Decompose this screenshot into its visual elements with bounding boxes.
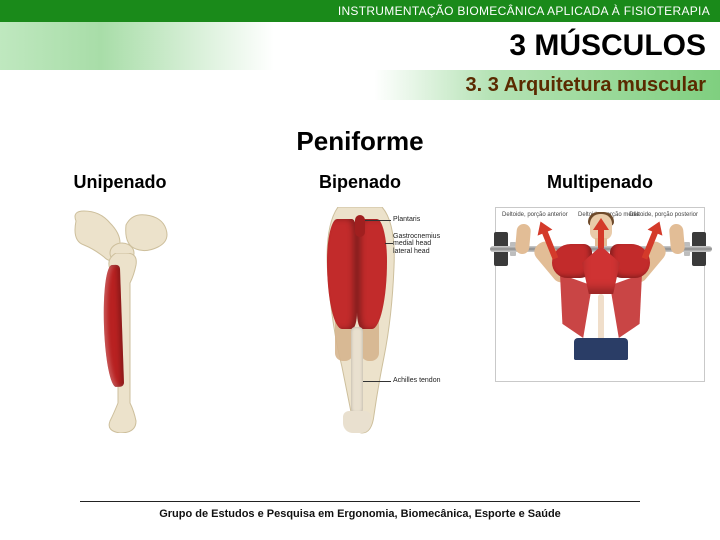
footer: Grupo de Estudos e Pesquisa em Ergonomia… [0, 501, 720, 520]
title-band: 3 MÚSCULOS [0, 22, 720, 70]
arrow-center-icon [588, 218, 614, 248]
col-label-multipenado: Multipenado [481, 172, 719, 193]
achilles-tendon [351, 327, 363, 413]
torso [552, 244, 650, 354]
multipenado-figure: Deltoide, porção anterior Deltoide, porç… [495, 207, 705, 382]
col-label-unipenado: Unipenado [1, 172, 239, 193]
section-title: 3. 3 Arquitetura muscular [466, 74, 706, 97]
chapter-title: 3 MÚSCULOS [509, 29, 706, 63]
achilles-label: Achilles tendon [393, 377, 440, 384]
plantaris-muscle [355, 215, 365, 237]
col-bipenado: Bipenado Plantaris Gastrocnemius me [241, 172, 479, 442]
columns: Unipenado Bipenado [0, 172, 720, 442]
caption-left: Deltoide, porção anterior [502, 212, 568, 218]
col-unipenado: Unipenado [1, 172, 239, 442]
gastrocnemius-left [327, 219, 357, 329]
subtitle-band: 3. 3 Arquitetura muscular [0, 70, 720, 100]
leader-line [365, 220, 391, 221]
content-area: Peniforme Unipenado [0, 110, 720, 480]
heel [343, 411, 371, 433]
col-multipenado: Multipenado Deltoide, porção anterior De… [481, 172, 719, 442]
footer-text: Grupo de Estudos e Pesquisa em Ergonomia… [0, 508, 720, 520]
arrow-right-icon [638, 220, 666, 260]
gastroc-label: Gastrocnemius medial head lateral head [393, 233, 440, 255]
forearm-right [669, 223, 686, 254]
arrow-left-icon [534, 220, 562, 260]
main-heading: Peniforme [0, 126, 720, 157]
footer-divider [80, 501, 640, 502]
slide: INSTRUMENTAÇÃO BIOMECÂNICA APLICADA À FI… [0, 0, 720, 540]
shorts-right [574, 338, 628, 360]
course-title: INSTRUMENTAÇÃO BIOMECÂNICA APLICADA À FI… [338, 4, 710, 18]
topbar: INSTRUMENTAÇÃO BIOMECÂNICA APLICADA À FI… [0, 0, 720, 22]
caption-right: Deltoide, porção posterior [629, 212, 698, 218]
unipenado-figure [70, 207, 170, 437]
plantaris-label: Plantaris [393, 216, 420, 223]
leader-line [385, 243, 393, 244]
bipenado-figure: Plantaris Gastrocnemius medial head late… [285, 207, 435, 437]
leader-line [363, 381, 391, 382]
col-label-bipenado: Bipenado [241, 172, 479, 193]
